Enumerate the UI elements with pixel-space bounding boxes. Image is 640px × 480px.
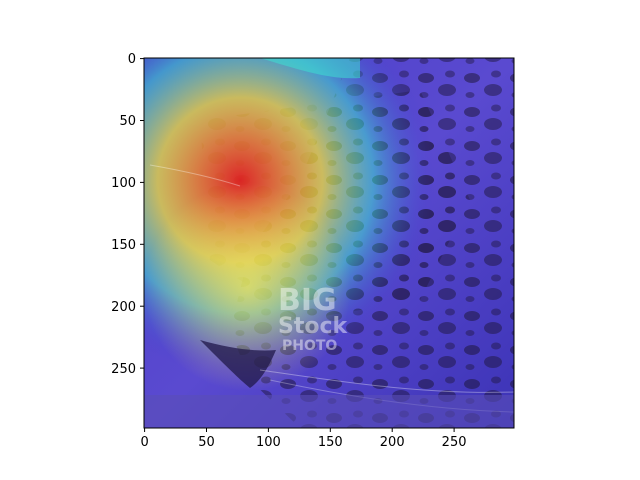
x-axis: 0 50 100 150 200 250 [140,428,467,450]
watermark-line-3: PHOTO [282,338,337,354]
heatmap-image [144,58,514,428]
x-tick-label-0: 0 [140,435,148,450]
watermark-line-2: Stock [278,314,349,339]
y-tick-label-100: 100 [111,176,136,191]
y-tick-label-250: 250 [111,362,136,377]
x-tick-label-200: 200 [380,435,405,450]
watermark-line-1: BIG [278,283,337,318]
y-axis: 0 50 100 150 200 250 [111,52,144,377]
y-tick-label-50: 50 [119,114,136,129]
y-tick-label-0: 0 [128,52,136,67]
y-tick-label-150: 150 [111,238,136,253]
x-tick-label-100: 100 [256,435,281,450]
y-tick-label-200: 200 [111,300,136,315]
watermark: BIG Stock PHOTO [278,283,349,354]
x-tick-label-150: 150 [318,435,343,450]
axes-frame [143,57,515,429]
x-tick-label-50: 50 [198,435,215,450]
x-tick-label-250: 250 [442,435,467,450]
